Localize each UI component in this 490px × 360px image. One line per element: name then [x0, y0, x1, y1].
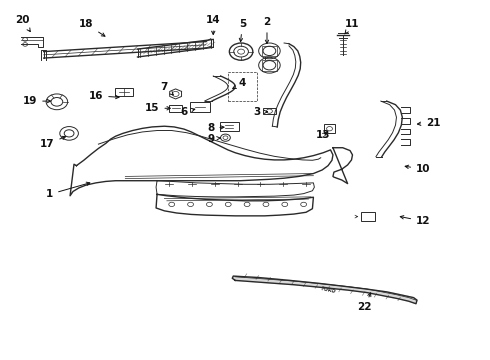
Text: 4: 4 [233, 78, 246, 89]
Bar [228, 72, 257, 101]
Text: 19: 19 [23, 96, 50, 106]
Bar [361, 212, 375, 221]
Bar [262, 60, 277, 71]
Text: 21: 21 [417, 118, 441, 128]
Text: 9: 9 [207, 134, 220, 144]
Bar [220, 122, 239, 131]
Text: 10: 10 [405, 164, 431, 174]
Text: 16: 16 [89, 91, 119, 101]
Bar [263, 108, 276, 114]
Text: 18: 18 [79, 19, 105, 36]
Text: 20: 20 [15, 15, 30, 32]
Bar [262, 45, 277, 56]
Text: 11: 11 [344, 19, 360, 34]
Text: 12: 12 [400, 216, 431, 226]
Text: 13: 13 [316, 130, 330, 140]
Text: 14: 14 [206, 15, 220, 35]
Text: 22: 22 [358, 293, 372, 312]
Text: 17: 17 [40, 136, 66, 149]
Text: FORD: FORD [320, 287, 336, 294]
Bar [324, 125, 335, 133]
Polygon shape [232, 276, 417, 304]
Text: 15: 15 [145, 103, 171, 113]
Text: 3: 3 [254, 107, 268, 117]
Text: 6: 6 [180, 107, 195, 117]
Text: 7: 7 [161, 82, 173, 95]
Bar [169, 105, 182, 112]
Text: 5: 5 [239, 19, 246, 42]
Text: 2: 2 [263, 17, 270, 44]
Text: 1: 1 [46, 182, 90, 199]
Text: 8: 8 [207, 123, 224, 133]
